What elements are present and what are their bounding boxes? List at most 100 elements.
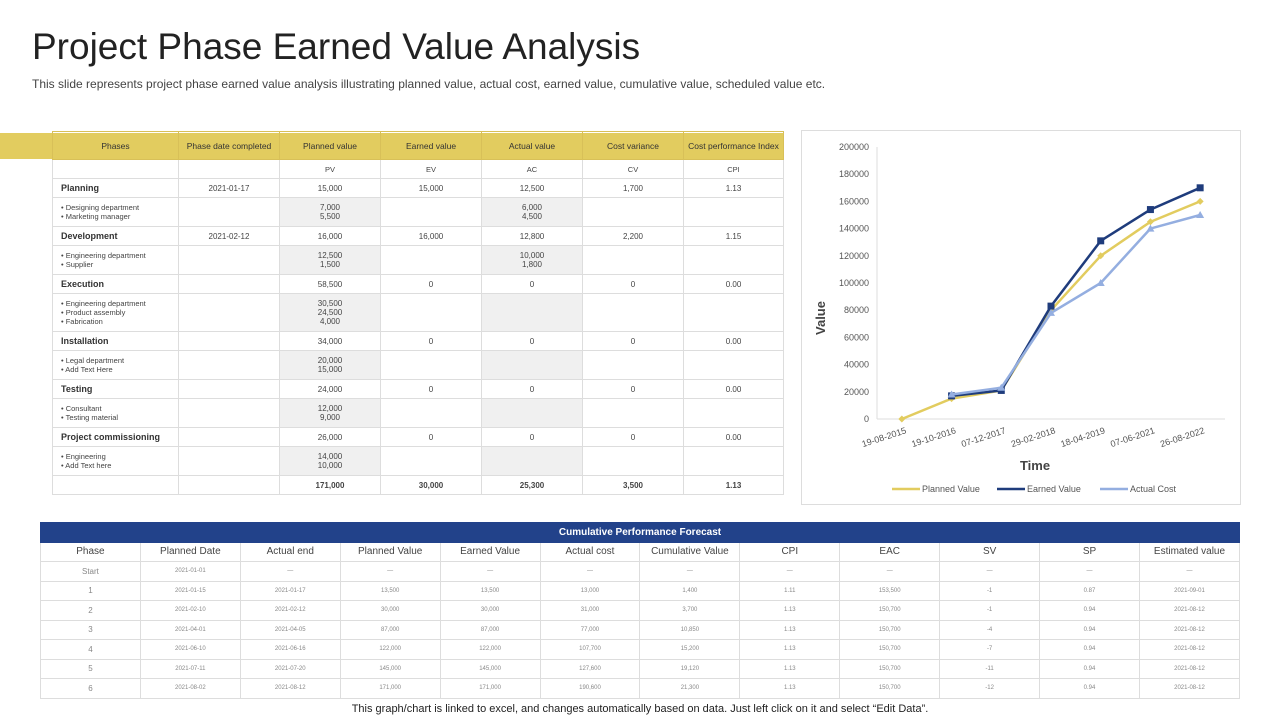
cell [178, 427, 280, 447]
header-row: Phases Phase date completed Planned value E… [52, 131, 784, 160]
cell: 2021-02-12 [239, 600, 341, 621]
sub-ac: 10,000 1,800 [481, 245, 583, 275]
x-axis-title: Time [1020, 458, 1050, 473]
cell: 2021-08-12 [1138, 619, 1241, 640]
cell: 19,120 [639, 658, 741, 679]
phase-sub-row: • Consultant • Testing material 12,000 9,00… [52, 398, 784, 428]
series-line [951, 213, 1201, 396]
sub-value: 5,500 [319, 212, 341, 221]
total-cell [52, 475, 179, 495]
column-abbrev [178, 159, 280, 179]
sub-value: 6,000 [521, 203, 543, 212]
sub-item: • Engineering [61, 452, 106, 461]
sub-pv: 20,000 15,000 [279, 350, 381, 380]
sub-value: 30,500 [317, 299, 343, 308]
forecast-row: Start 2021-01-01— — — — — — — — — — [40, 561, 1241, 582]
column-header: Earned Value [439, 541, 541, 562]
cell: — [239, 561, 341, 582]
cell: 145,000 [439, 658, 541, 679]
x-tick-label: 29-02-2018 [1010, 425, 1057, 449]
cell: — [839, 561, 941, 582]
cell: -11 [939, 658, 1041, 679]
column-abbrev [52, 159, 179, 179]
abbrev-row: PV EV AC CV CPI [52, 159, 784, 179]
column-header: EAC [839, 541, 941, 562]
cell: 1 [40, 580, 141, 601]
cell [178, 398, 280, 428]
sub-value: 10,000 [519, 251, 545, 260]
y-tick-label: 180000 [839, 169, 869, 179]
y-tick-label: 80000 [844, 305, 869, 315]
cell: 0.94 [1039, 658, 1140, 679]
cell [380, 398, 482, 428]
sub-item: • Consultant [61, 404, 102, 413]
sub-ac [481, 398, 583, 428]
cell: 12,800 [481, 226, 583, 246]
y-tick-label: 40000 [844, 360, 869, 370]
column-header: Planned Date [139, 541, 241, 562]
cell: 107,700 [539, 639, 641, 660]
cell: 1.13 [739, 600, 841, 621]
cell: 0.00 [683, 274, 784, 294]
phase-row: Installation 34,000 0 0 0 0.00 [52, 331, 784, 351]
column-header: Cost performance Index [683, 131, 784, 160]
cell [178, 331, 280, 351]
cell: 1.13 [739, 619, 841, 640]
forecast-table: Cumulative Performance Forecast Phase Plan… [40, 522, 1241, 699]
cell: 87,000 [339, 619, 441, 640]
cell: 122,000 [339, 639, 441, 660]
y-tick-label: 20000 [844, 387, 869, 397]
cell [683, 293, 784, 332]
series-line [951, 186, 1201, 398]
total-cell: 171,000 [279, 475, 381, 495]
cell: 0.94 [1039, 639, 1140, 660]
forecast-row: 3 2021-04-01 2021-04-05 87,000 87,000 77,000 1… [40, 619, 1241, 640]
cell: 2021-08-02 [139, 678, 241, 699]
cell: 30,000 [339, 600, 441, 621]
cell: — [1138, 561, 1241, 582]
sub-item: • Supplier [61, 260, 94, 269]
cell: 2021-06-10 [139, 639, 241, 660]
sub-item: • Legal department [61, 356, 125, 365]
data-point [1047, 302, 1055, 310]
total-row: 171,000 30,000 25,300 3,500 1.13 [52, 475, 784, 495]
sub-items: • Engineering • Add Text here [52, 446, 179, 476]
cell [683, 197, 784, 227]
earned-value-chart[interactable]: 0 20000 40000 60000 80000 100000 120000 140000 1… [801, 130, 1241, 505]
cell: 0 [481, 331, 583, 351]
forecast-row: 5 2021-07-11 2021-07-20 145,000 145,000 127,6… [40, 658, 1241, 679]
cell: 1.13 [739, 639, 841, 660]
sub-value: 7,000 [319, 203, 341, 212]
cell: 5 [40, 658, 141, 679]
forecast-title: Cumulative Performance Forecast [40, 522, 1240, 543]
column-header: Planned value [279, 131, 381, 160]
cell: 150,700 [839, 678, 941, 699]
column-abbrev: AC [481, 159, 583, 179]
column-header: Phases [52, 131, 179, 160]
data-point [1196, 197, 1204, 205]
sub-item: • Engineering department [61, 299, 146, 308]
phase-sub-row: • Legal department • Add Text Here 20,000 1… [52, 350, 784, 380]
y-tick-label: 160000 [839, 196, 869, 206]
cell: 0.00 [683, 427, 784, 447]
cell: 0.00 [683, 379, 784, 399]
cell: 0.94 [1039, 619, 1140, 640]
cell: 150,700 [839, 619, 941, 640]
cell: 31,000 [539, 600, 641, 621]
cell: 122,000 [439, 639, 541, 660]
column-abbrev: CV [582, 159, 684, 179]
cell [683, 446, 784, 476]
sub-ac [481, 350, 583, 380]
cell: 1.13 [683, 178, 784, 198]
column-header: Phase date completed [178, 131, 280, 160]
cell: 0.87 [1039, 580, 1140, 601]
cell [380, 197, 482, 227]
cell: — [339, 561, 441, 582]
cell: — [939, 561, 1041, 582]
sub-value: 4,500 [521, 212, 543, 221]
cell: 15,000 [380, 178, 482, 198]
phase-row: Development 2021-02-12 16,000 16,000 12,800 2… [52, 226, 784, 246]
page-title: Project Phase Earned Value Analysis [32, 26, 641, 67]
data-point [1196, 184, 1204, 192]
legend-label: Earned Value [1027, 484, 1081, 494]
